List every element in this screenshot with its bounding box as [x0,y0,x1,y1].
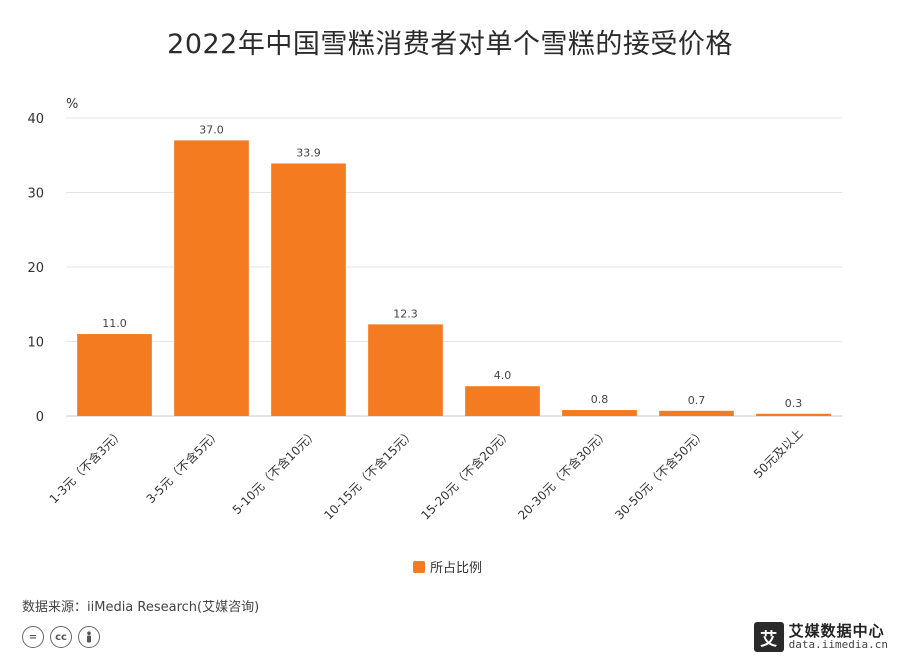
y-axis-label: % [66,97,78,112]
watermark-url: data.iimedia.cn [788,638,888,652]
x-tick-label: 10-15元（不含15元） [321,426,418,523]
y-tick-label: 0 [36,410,44,425]
data-labels: 11.0 37.0 33.9 12.3 4.0 0.8 0.7 0.3 [102,123,802,409]
data-label: 33.9 [296,146,321,159]
data-label: 0.3 [785,397,803,410]
bar[interactable] [271,163,346,416]
chart-title: 2022年中国雪糕消费者对单个雪糕的接受价格 [167,29,733,60]
source-note: 数据来源：iiMedia Research(艾媒咨询) [22,600,260,615]
data-label: 0.7 [688,394,706,407]
watermark-name: 艾媒数据中心 [788,621,885,640]
x-tick-label: 5-10元（不含10元） [229,426,321,518]
cc-person-icon [78,626,100,648]
y-tick-label: 30 [27,187,44,202]
y-tick-label: 20 [27,261,44,276]
legend-swatch [413,560,425,573]
watermark: 艾 艾媒数据中心 data.iimedia.cn [753,621,888,652]
x-tick-labels: 1-3元（不含3元） 3-5元（不含5元） 5-10元（不含10元） 10-15元（不… [46,426,806,523]
x-tick-label: 50元及以上 [751,426,806,481]
cc-equal-icon: = [22,626,44,648]
x-tick-label: 20-30元（不含30元） [515,426,612,523]
data-label: 4.0 [494,369,512,382]
bar[interactable] [659,410,734,416]
x-tick-label: 30-50元（不含50元） [612,426,709,523]
bar[interactable] [562,410,637,416]
x-tick-label: 3-5元（不含5元） [143,426,224,507]
data-label: 0.8 [591,393,609,406]
bars [77,140,831,416]
watermark-logo-icon: 艾 [753,622,784,652]
legend[interactable]: 所占比例 [413,557,482,576]
legend-label: 所占比例 [430,561,483,576]
x-tick-label: 1-3元（不含3元） [46,426,127,507]
bar[interactable] [174,140,249,416]
cc-icon: cc [50,626,72,648]
bar[interactable] [77,334,152,416]
x-tick-label: 15-20元（不含20元） [418,426,515,523]
license-icons: = cc [22,626,100,648]
bar[interactable] [368,324,443,416]
bar[interactable] [465,386,540,416]
data-label: 11.0 [102,317,127,330]
bar[interactable] [756,413,831,416]
data-label: 12.3 [393,307,418,320]
data-label: 37.0 [199,123,224,136]
y-tick-label: 40 [27,112,44,127]
y-tick-label: 10 [27,336,44,351]
